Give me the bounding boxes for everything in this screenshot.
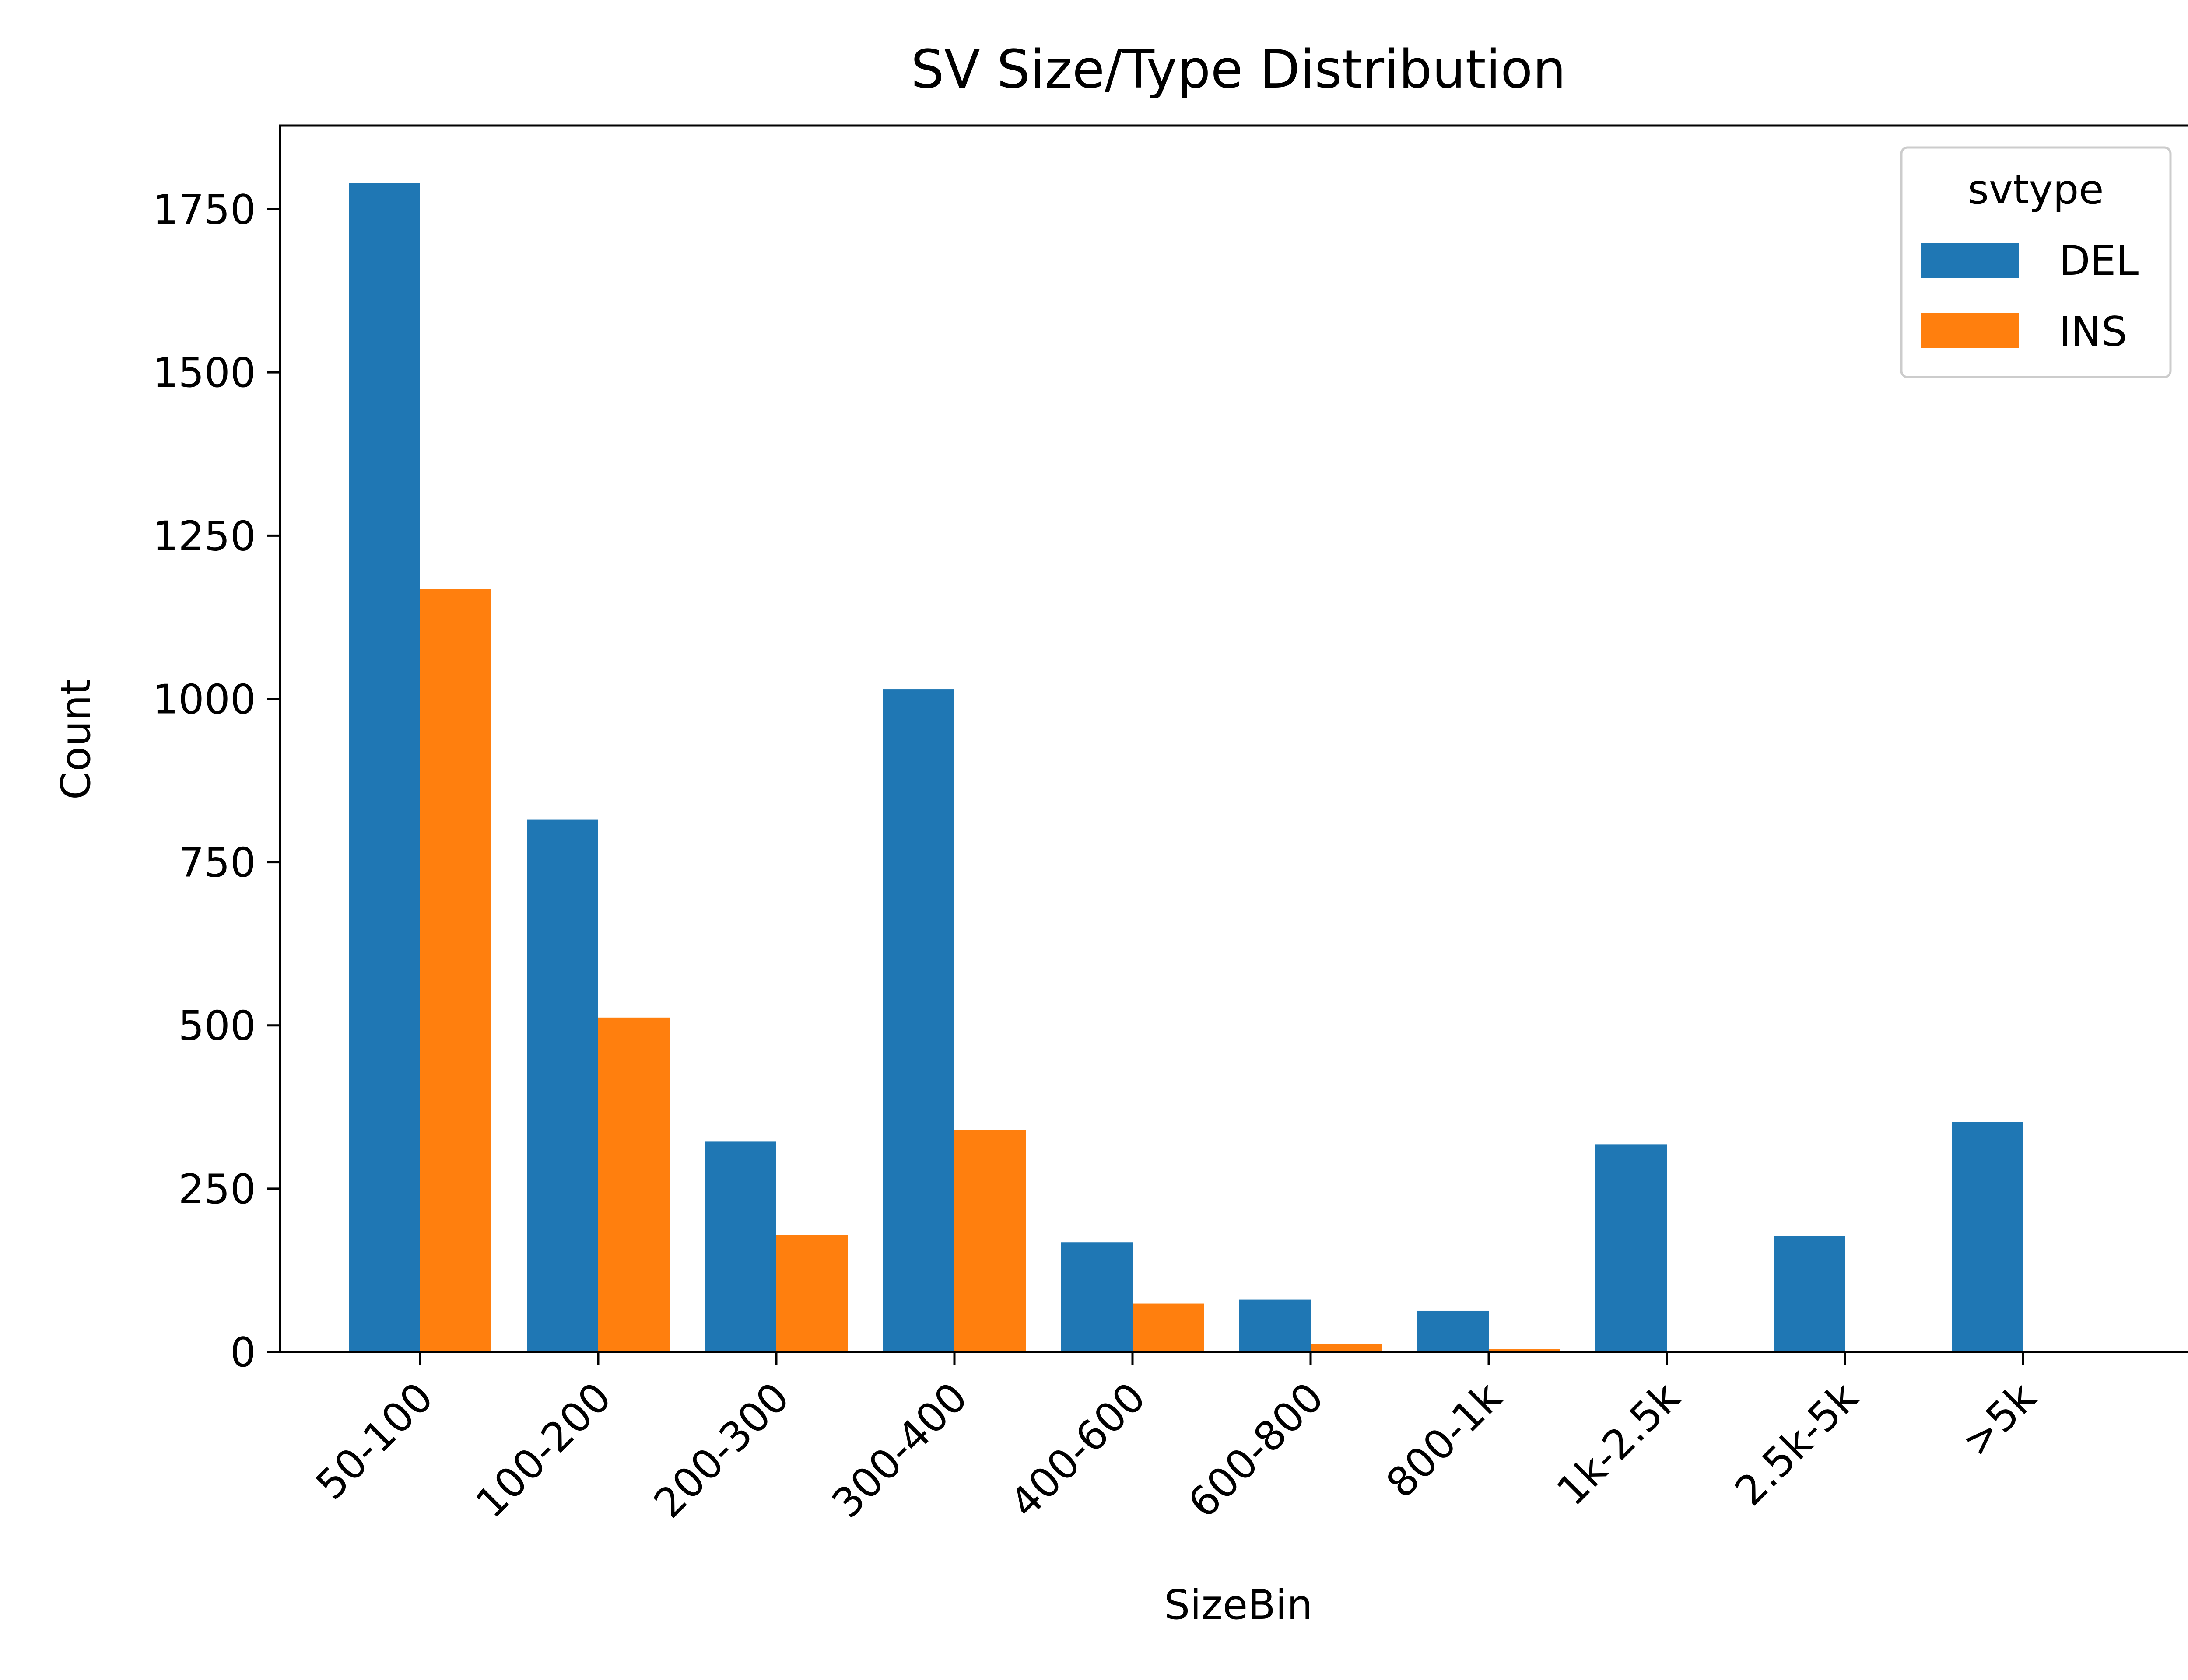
bar-del-600-800	[1239, 1299, 1311, 1352]
bar-ins-100-200	[598, 1017, 670, 1352]
bar-ins-200-300	[776, 1235, 848, 1352]
legend-label-del: DEL	[2059, 237, 2139, 284]
y-tick-label-1750: 1750	[152, 186, 256, 233]
y-axis-label: Count	[52, 679, 99, 800]
bar-ins-600-800	[1311, 1344, 1382, 1352]
bars-group	[349, 183, 2023, 1352]
legend-swatch-ins	[1921, 313, 2019, 348]
bar-del-400-600	[1061, 1242, 1133, 1352]
y-tick-label-250: 250	[178, 1166, 256, 1213]
y-tick-label-1000: 1000	[152, 676, 256, 723]
y-tick-label-0: 0	[230, 1329, 256, 1376]
legend-label-ins: INS	[2059, 308, 2127, 355]
y-tick-label-1500: 1500	[152, 349, 256, 396]
plot-frame	[279, 124, 2188, 1353]
bar-ins-400-600	[1133, 1303, 1204, 1352]
bar-del-gt5k	[1952, 1122, 2023, 1352]
y-tick-label-750: 750	[178, 839, 256, 886]
bar-ins-50-100	[420, 589, 491, 1352]
y-tick-label-500: 500	[178, 1002, 256, 1050]
bar-del-300-400	[883, 689, 954, 1352]
chart-title: SV Size/Type Distribution	[911, 39, 1566, 100]
bar-del-50-100	[349, 183, 420, 1352]
bar-ins-800-1k	[1489, 1349, 1560, 1352]
bar-ins-300-400	[954, 1130, 1026, 1352]
legend: svtype DEL INS	[1900, 146, 2172, 378]
bar-del-800-1k	[1417, 1310, 1489, 1352]
legend-title: svtype	[1967, 166, 2104, 213]
bar-del-100-200	[527, 819, 598, 1352]
bar-del-200-300	[705, 1141, 776, 1352]
x-axis-label: SizeBin	[1164, 1581, 1313, 1628]
bar-del-1k-2-5k	[1595, 1144, 1667, 1352]
bar-del-2-5k-5k	[1774, 1236, 1845, 1352]
y-tick-label-1250: 1250	[152, 512, 256, 560]
legend-swatch-del	[1921, 243, 2019, 278]
y-ticks-group: 0 250 500 750 1000 1250 1500 1750	[152, 186, 280, 1376]
